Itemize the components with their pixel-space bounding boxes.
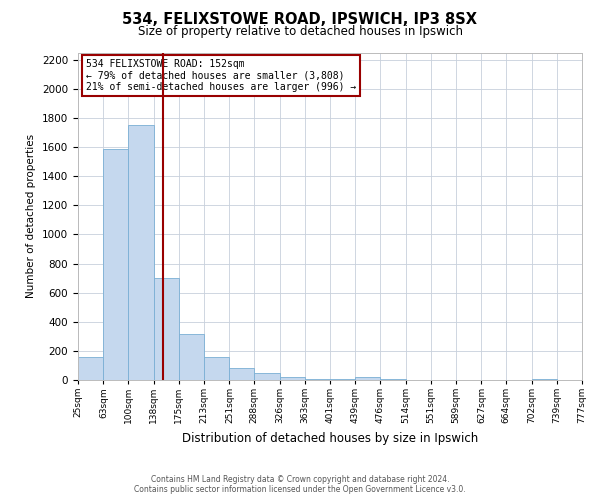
Bar [78, 356, 103, 380]
Text: Size of property relative to detached houses in Ipswich: Size of property relative to detached ho… [137, 25, 463, 38]
Bar [254, 372, 280, 380]
Bar [154, 278, 179, 380]
Bar [229, 368, 254, 380]
Text: Contains HM Land Registry data © Crown copyright and database right 2024.
Contai: Contains HM Land Registry data © Crown c… [134, 474, 466, 494]
Bar [128, 126, 154, 380]
Text: 534, FELIXSTOWE ROAD, IPSWICH, IP3 8SX: 534, FELIXSTOWE ROAD, IPSWICH, IP3 8SX [122, 12, 478, 28]
Bar [204, 358, 229, 380]
Bar [305, 378, 330, 380]
Text: 534 FELIXSTOWE ROAD: 152sqm
← 79% of detached houses are smaller (3,808)
21% of : 534 FELIXSTOWE ROAD: 152sqm ← 79% of det… [86, 59, 356, 92]
Bar [103, 148, 128, 380]
Bar [179, 334, 204, 380]
Bar [355, 377, 380, 380]
Y-axis label: Number of detached properties: Number of detached properties [26, 134, 37, 298]
Bar [280, 377, 305, 380]
X-axis label: Distribution of detached houses by size in Ipswich: Distribution of detached houses by size … [182, 432, 478, 444]
